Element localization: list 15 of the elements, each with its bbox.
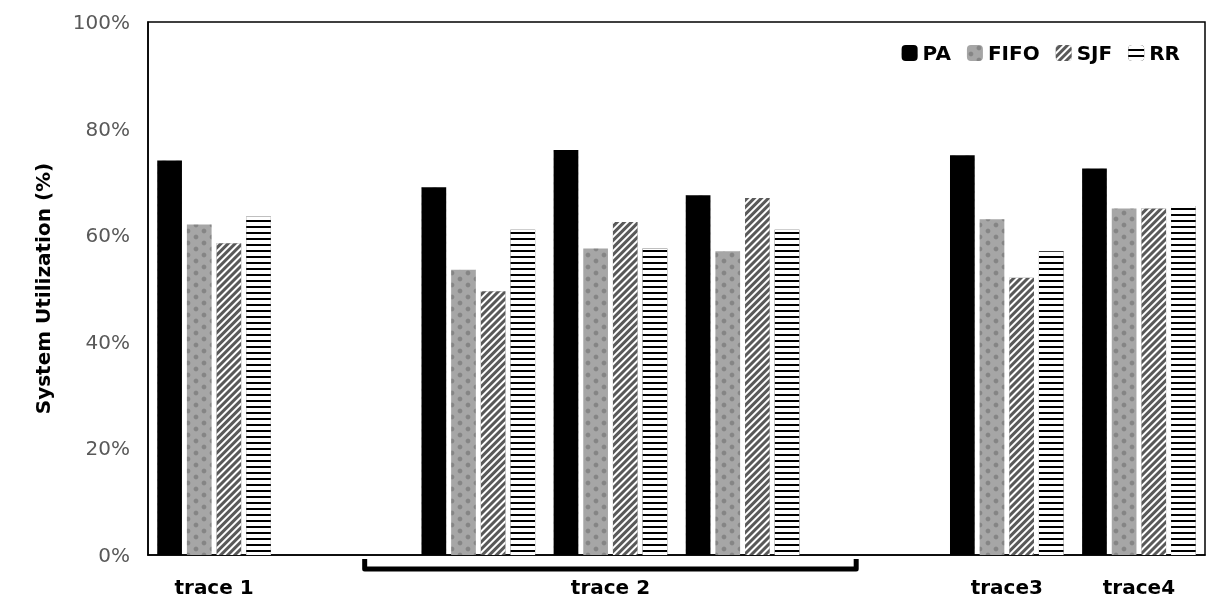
x-tick-label: trace3	[970, 575, 1043, 599]
x-tick-label: trace 1	[174, 575, 254, 599]
legend-label: FIFO	[987, 41, 1040, 65]
x-tick-label: trace 2	[570, 575, 651, 599]
legend-label: PA	[922, 41, 952, 65]
y-axis-title: System Utilization (%)	[31, 162, 55, 415]
y-tick-label: 60%	[85, 223, 130, 248]
y-tick-label: 0%	[98, 543, 130, 567]
y-tick-label: 100%	[72, 10, 130, 34]
legend-label: SJF	[1076, 41, 1113, 65]
y-tick-label: 20%	[85, 436, 130, 461]
y-tick-label: 80%	[85, 116, 130, 141]
y-tick-label: 40%	[85, 329, 130, 354]
legend-label: RR	[1149, 41, 1181, 65]
x-tick-label: trace4	[1102, 575, 1176, 599]
